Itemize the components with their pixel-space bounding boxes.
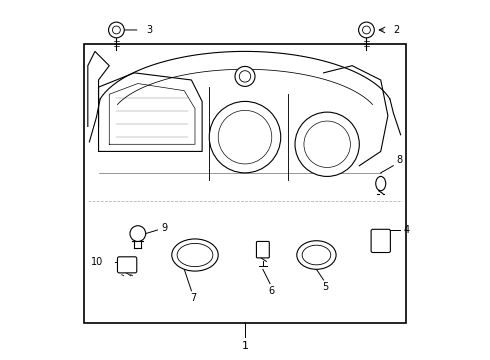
Circle shape [209, 102, 281, 173]
Text: 3: 3 [147, 25, 153, 35]
Text: 10: 10 [91, 257, 103, 267]
Circle shape [109, 22, 124, 38]
Text: 1: 1 [242, 341, 248, 351]
Circle shape [235, 66, 255, 86]
Text: 6: 6 [269, 286, 275, 296]
FancyBboxPatch shape [118, 257, 137, 273]
Text: 8: 8 [397, 156, 403, 165]
Text: 5: 5 [322, 282, 328, 292]
Text: 9: 9 [161, 223, 167, 233]
Circle shape [239, 71, 251, 82]
Ellipse shape [177, 243, 213, 267]
Circle shape [304, 121, 350, 167]
FancyBboxPatch shape [371, 229, 391, 252]
Circle shape [363, 26, 370, 34]
Circle shape [113, 26, 121, 34]
Text: 4: 4 [404, 225, 410, 235]
FancyBboxPatch shape [256, 242, 270, 258]
Text: 2: 2 [393, 25, 399, 35]
Circle shape [295, 112, 359, 176]
Bar [84, 44, 406, 323]
Ellipse shape [172, 239, 218, 271]
Text: 7: 7 [190, 293, 196, 303]
Ellipse shape [297, 241, 336, 269]
Circle shape [359, 22, 374, 38]
Circle shape [218, 111, 272, 164]
Ellipse shape [302, 245, 331, 265]
Circle shape [130, 226, 146, 242]
Ellipse shape [376, 176, 386, 191]
